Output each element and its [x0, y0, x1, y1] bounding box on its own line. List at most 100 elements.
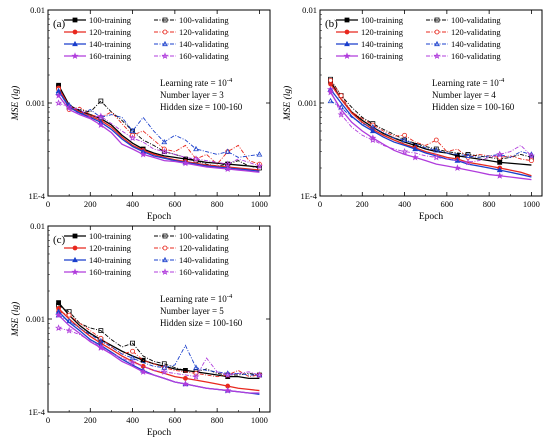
legend-entry-120-training: 120-training: [89, 243, 132, 253]
series-group: [55, 300, 263, 395]
legend-entry-160-training: 160-training: [361, 51, 404, 61]
legend-entry-140-validating: 140-validating: [451, 39, 501, 49]
annotation-number-layer: Number layer = 4: [432, 90, 496, 100]
legend-entry-120-training: 120-training: [89, 27, 132, 37]
series-140-validating-point: [401, 136, 408, 143]
x-tick-label: 600: [168, 199, 181, 209]
chart-panel-a: 0 200 400 600 800 1000 1E-4 0.001 0.01 Epoch MSE (…: [10, 5, 271, 222]
series-140-validating-point: [433, 147, 440, 153]
chart-panel-b: 0 200 400 600 800 1000 1E-4 0.001 0.01 Epoch MSE (…: [282, 5, 543, 222]
series-140-validating-point: [97, 337, 104, 344]
series-140-validating-point: [256, 371, 263, 378]
series-120-validating-point: [433, 137, 439, 143]
legend-marker: [434, 17, 440, 23]
series-160-validating-point: [55, 324, 63, 332]
x-tick-label: 1000: [251, 415, 268, 425]
x-axis-label: Epoch: [147, 428, 172, 438]
legend-marker: [162, 17, 168, 23]
series-140-validating-point: [66, 317, 73, 324]
x-tick-label: 0: [46, 415, 50, 425]
x-tick-label: 800: [211, 415, 224, 425]
series-160-validating-point: [55, 99, 63, 107]
series-160-training-point: [97, 121, 105, 129]
series-160-validating-point: [97, 112, 105, 120]
y-tick-label: 0.01: [302, 5, 317, 15]
legend-entry-100-training: 100-training: [89, 15, 132, 25]
series-120-training-line: [58, 87, 260, 171]
legend-marker: [72, 233, 78, 239]
legend: 100-training 120-training 140-training 160-…: [64, 15, 229, 61]
legend-marker: [344, 40, 350, 47]
series-160-validating-point: [432, 153, 440, 161]
annotation-hidden-size: Hidden size = 100-160: [432, 102, 515, 112]
legend-marker: [344, 29, 350, 35]
series-160-training-point: [496, 172, 504, 179]
x-tick-label: 400: [398, 199, 411, 209]
series-160-training-point: [55, 311, 63, 319]
y-tick-label: 1E-4: [28, 407, 45, 417]
legend-marker: [71, 52, 79, 60]
legend-entry-160-training: 160-training: [89, 51, 132, 61]
series-160-validating-point: [192, 155, 200, 163]
annotation-learning-rate-base: Learning rate = 10: [432, 78, 499, 88]
annotation-hidden-size: Hidden size = 100-160: [160, 318, 243, 328]
x-tick-label: 800: [211, 199, 224, 209]
legend-marker: [434, 29, 440, 35]
series-140-training-point: [496, 166, 503, 173]
legend-entry-140-validating: 140-validating: [179, 255, 229, 265]
annotation-number-layer: Number layer = 3: [160, 90, 224, 100]
legend-marker: [71, 268, 79, 276]
series-100-validating-point: [66, 309, 72, 315]
series-160-validating-point: [224, 371, 232, 379]
x-tick-label: 200: [356, 199, 369, 209]
series-100-validating-point: [130, 340, 135, 346]
legend-marker: [162, 256, 168, 263]
series-140-validating-point: [465, 152, 471, 158]
legend-entry-160-training: 160-training: [89, 267, 132, 277]
series-140-training-point: [369, 127, 376, 134]
legend-entry-100-validating: 100-validating: [451, 15, 501, 25]
legend: 100-training 120-training 140-training 160-…: [336, 15, 501, 61]
y-tick-label: 0.01: [30, 5, 45, 15]
series-160-validating-line: [330, 89, 532, 163]
y-axis-label: MSE (lg): [282, 86, 293, 122]
series-120-validating-point: [338, 93, 344, 99]
legend-marker: [162, 40, 168, 47]
legend-entry-120-validating: 120-validating: [179, 243, 229, 253]
series-120-training-point: [183, 375, 188, 381]
series-160-validating-point: [496, 150, 504, 158]
annotation-learning-rate-exponent: -4: [227, 77, 233, 84]
legend-entry-140-training: 140-training: [89, 255, 132, 265]
series-120-validating-point: [66, 312, 72, 318]
legend-entry-100-validating: 100-validating: [179, 231, 229, 241]
legend-marker: [343, 52, 351, 60]
series-100-validating-point: [98, 98, 104, 104]
y-tick-label: 0.001: [298, 98, 317, 108]
legend-entry-100-training: 100-training: [89, 231, 132, 241]
legend-entry-160-validating: 160-validating: [179, 267, 229, 277]
series-100-training-line: [57, 84, 260, 168]
series-140-validating-point: [129, 127, 136, 134]
legend-entry-140-training: 140-training: [89, 39, 132, 49]
series-160-validating-point: [160, 147, 168, 155]
series-160-training-point: [411, 153, 419, 161]
y-tick-label: 0.001: [26, 98, 45, 108]
legend-entry-140-training: 140-training: [361, 39, 404, 49]
series-160-training-point: [453, 164, 461, 172]
series-160-validating-point: [65, 103, 73, 111]
series-160-validating-point: [401, 147, 409, 155]
series-120-validating-point: [529, 158, 534, 164]
legend-marker: [72, 40, 78, 47]
series-140-validating-point: [528, 151, 535, 157]
annotation-number-layer: Number layer = 5: [160, 306, 224, 316]
legend-marker: [72, 29, 78, 35]
series-group: [55, 82, 263, 173]
legend-entry-100-validating: 100-validating: [179, 15, 229, 25]
series-160-validating-point: [255, 162, 263, 170]
y-tick-label: 0.01: [30, 221, 45, 231]
series-140-validating-line: [58, 92, 260, 158]
legend-marker: [344, 17, 350, 23]
x-tick-label: 600: [168, 415, 181, 425]
